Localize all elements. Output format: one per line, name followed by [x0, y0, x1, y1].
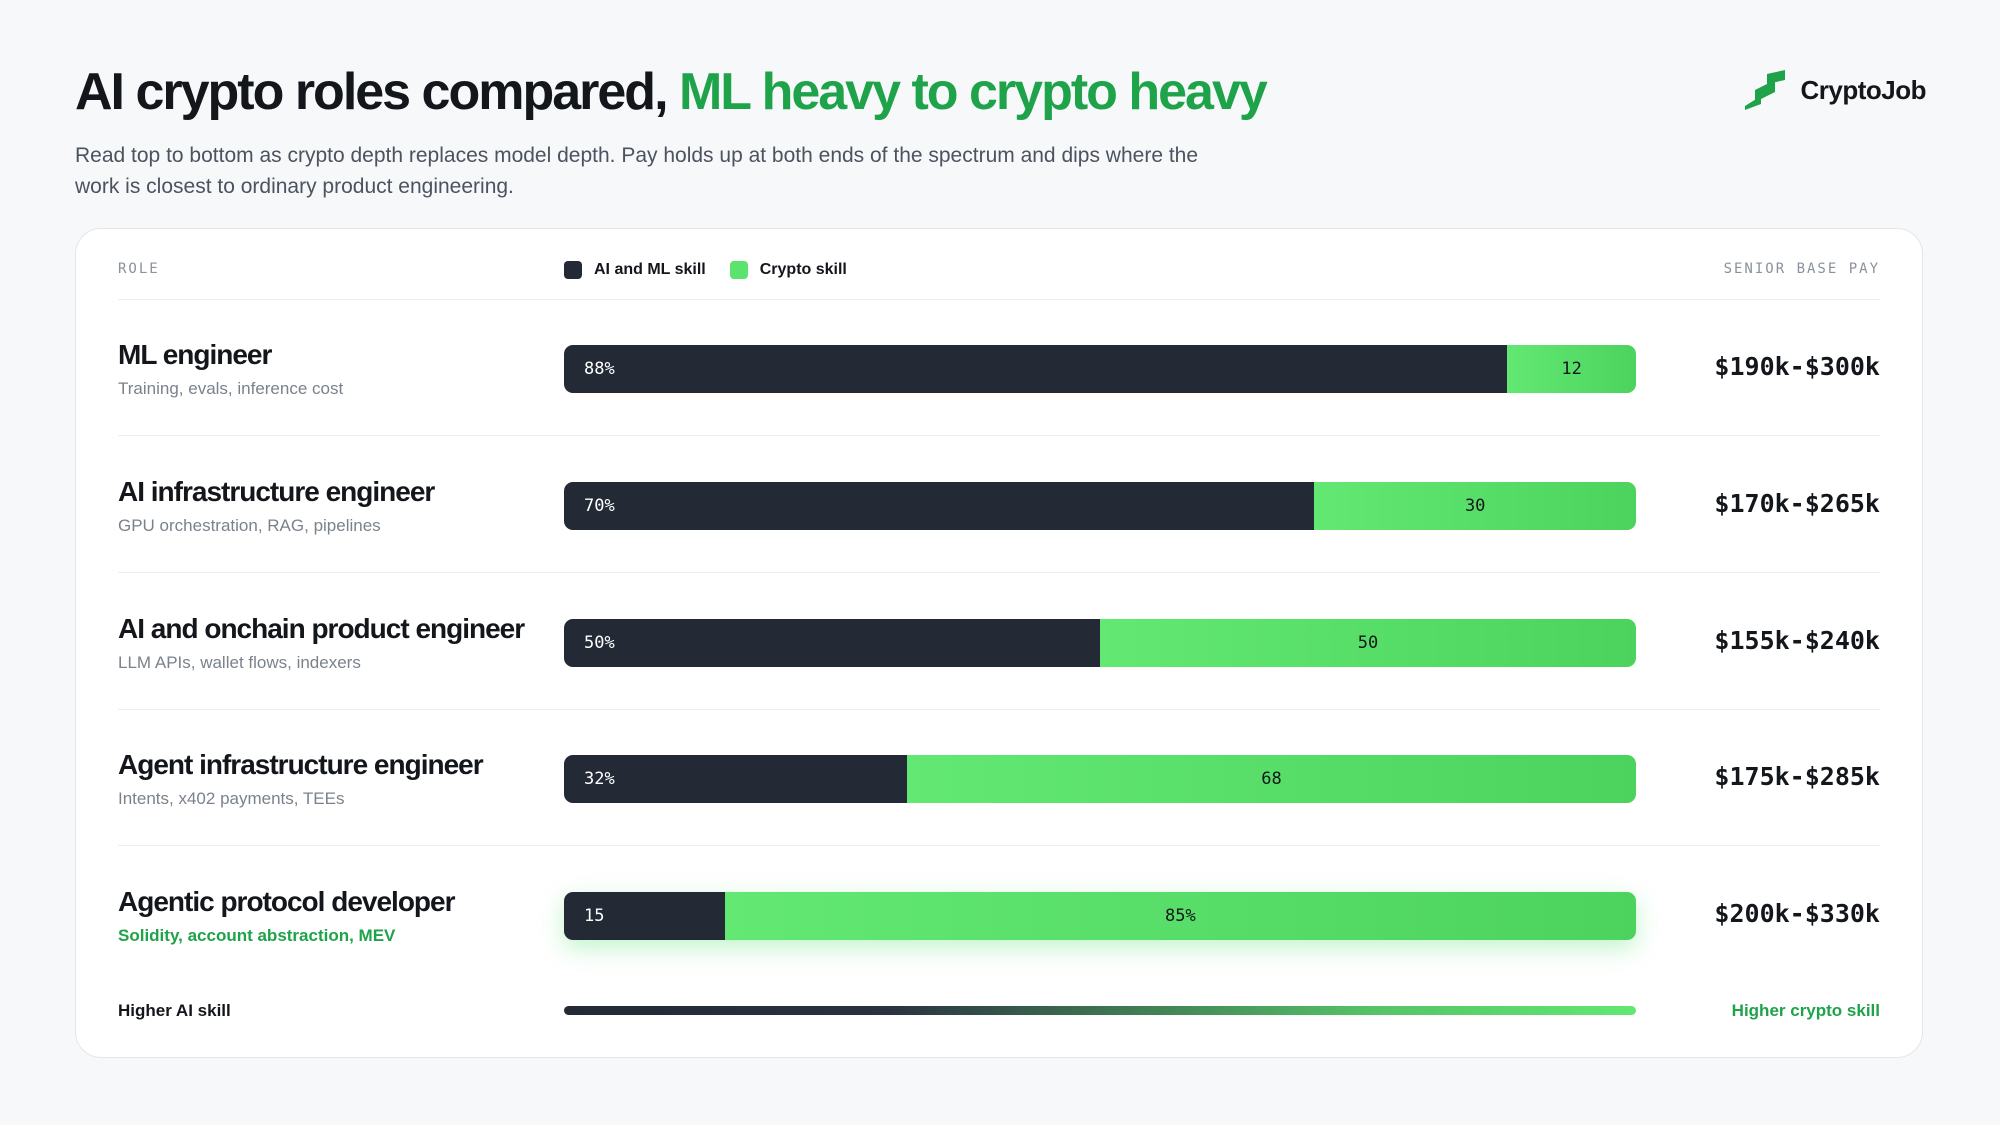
title-dark-part: AI crypto roles compared,	[75, 63, 669, 121]
role-row: Agent infrastructure engineer Intents, x4…	[118, 709, 1880, 847]
legend-label-crypto: Crypto skill	[759, 261, 847, 278]
axis-label-left: Higher AI skill	[118, 1001, 231, 1020]
brand-name: CryptoJob	[1800, 74, 1927, 105]
role-name: AI infrastructure engineer	[118, 475, 435, 507]
role-description: Training, evals, inference cost	[118, 379, 344, 398]
stacked-bar: 70% 30	[564, 481, 1636, 530]
senior-base-pay: $190k-$300k	[1714, 352, 1880, 381]
role-description: GPU orchestration, RAG, pipelines	[118, 515, 381, 535]
legend-item-crypto: Crypto skill	[729, 261, 847, 279]
stacked-bar: 15 85%	[564, 892, 1636, 941]
bar-label-crypto: 12	[1561, 359, 1582, 379]
role-column-header: ROLE	[118, 261, 160, 277]
legend: AI and ML skill Crypto skill	[564, 261, 847, 279]
skill-axis: Higher AI skill Higher crypto skill	[118, 989, 1880, 1029]
page-title: AI crypto roles compared, ML heavy to cr…	[75, 60, 1715, 124]
role-description: LLM APIs, wallet flows, indexers	[118, 652, 361, 672]
role-name: ML engineer	[118, 339, 272, 370]
bar-label-ai: 15	[584, 906, 605, 927]
bar-segment-ai: 50%	[564, 618, 1100, 667]
bar-segment-ai: 70%	[564, 481, 1315, 530]
legend-swatch-crypto	[729, 261, 748, 279]
role-name: Agentic protocol developer	[118, 886, 455, 918]
bar-label-ai: 32%	[584, 769, 615, 790]
role-name: Agent infrastructure engineer	[118, 749, 484, 781]
bar-label-ai: 88%	[584, 359, 615, 379]
table-header: ROLE AI and ML skill Crypto skill SENIOR…	[118, 229, 1880, 300]
role-row: AI infrastructure engineer GPU orchestrat…	[118, 436, 1880, 573]
bar-label-ai: 50%	[584, 632, 615, 653]
pay-column-header: SENIOR BASE PAY	[1723, 261, 1880, 277]
legend-swatch-ai	[564, 261, 582, 279]
role-name: AI and onchain product engineer	[118, 612, 525, 644]
bar-label-crypto: 30	[1464, 495, 1486, 516]
bar-label-crypto: 68	[1261, 769, 1282, 790]
axis-label-right: Higher crypto skill	[1731, 1001, 1880, 1020]
bar-segment-crypto: 85%	[724, 892, 1636, 941]
bar-label-crypto: 50	[1357, 632, 1379, 653]
bar-segment-crypto: 68	[907, 755, 1636, 804]
senior-base-pay: $155k-$240k	[1714, 625, 1880, 655]
senior-base-pay: $170k-$265k	[1714, 488, 1880, 518]
bar-label-crypto: 85%	[1165, 906, 1196, 927]
cryptojob-logo-icon	[1744, 70, 1785, 110]
role-row: ML engineer Training, evals, inference co…	[118, 299, 1880, 436]
senior-base-pay: $200k-$330k	[1714, 899, 1880, 929]
bar-segment-ai: 15	[564, 892, 725, 941]
bar-segment-crypto: 30	[1314, 481, 1636, 530]
stacked-bar: 32% 68	[564, 755, 1636, 804]
header: AI crypto roles compared, ML heavy to cr…	[75, 60, 1715, 202]
title-accent-part: ML heavy to crypto heavy	[678, 63, 1268, 121]
role-description: Solidity, account abstraction, MEV	[118, 926, 396, 946]
stacked-bar: 50% 50	[564, 618, 1636, 667]
bar-segment-crypto: 12	[1507, 345, 1636, 393]
stacked-bar: 88% 12	[564, 345, 1636, 393]
bar-label-ai: 70%	[584, 495, 615, 516]
skill-gradient-bar	[564, 1006, 1636, 1015]
comparison-card: ROLE AI and ML skill Crypto skill SENIOR…	[75, 228, 1923, 1058]
legend-item-ai: AI and ML skill	[564, 261, 706, 279]
role-row: Agentic protocol developer Solidity, acco…	[118, 846, 1880, 982]
role-description: Intents, x402 payments, TEEs	[118, 789, 345, 809]
page-subtitle: Read top to bottom as crypto depth repla…	[75, 144, 1199, 198]
bar-segment-ai: 88%	[564, 345, 1508, 393]
bar-segment-crypto: 50	[1100, 618, 1636, 667]
senior-base-pay: $175k-$285k	[1714, 762, 1880, 792]
brand-logo[interactable]: CryptoJob	[1741, 70, 1927, 110]
legend-label-ai: AI and ML skill	[594, 261, 706, 278]
bar-segment-ai: 32%	[564, 755, 908, 804]
role-row: AI and onchain product engineer LLM APIs,…	[118, 573, 1880, 710]
